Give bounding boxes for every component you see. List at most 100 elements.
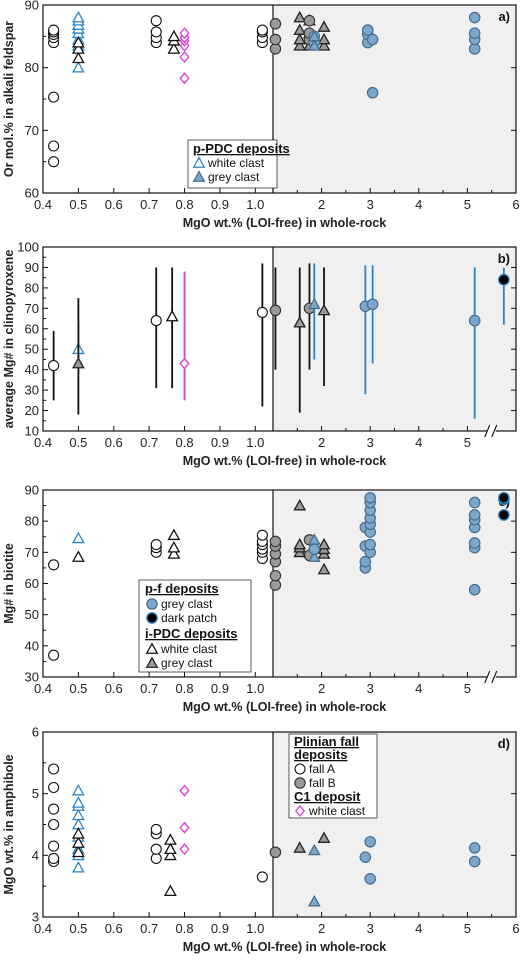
x-tick-label: 0.8 (175, 435, 193, 450)
triangle-marker (307, 550, 321, 562)
y-tick-label: 80 (25, 514, 39, 529)
triangle-marker (293, 537, 307, 550)
triangle-marker (71, 531, 85, 544)
panel-label: a) (498, 9, 510, 24)
y-tick-label: 80 (25, 60, 39, 75)
triangle-marker (293, 23, 307, 35)
y-tick-label: 70 (25, 301, 39, 316)
diamond-marker (179, 784, 190, 797)
circle-marker (48, 803, 60, 815)
triangle-marker (293, 39, 307, 51)
triangle-marker (192, 170, 206, 182)
x-tick-label: 4 (415, 681, 422, 696)
y-tick-label: 30 (25, 670, 39, 685)
diamond-marker (179, 843, 190, 856)
triangle-marker (317, 562, 331, 575)
circle-marker (364, 835, 376, 848)
diamond-marker (179, 357, 190, 370)
data-points (48, 10, 481, 168)
diamond-marker (294, 804, 306, 818)
circle-marker (48, 781, 60, 794)
x-axis-label: MgO wt.% (LOI-free) in whole-rock (183, 454, 387, 468)
x-tick-label: 3 (367, 197, 374, 212)
circle-marker (269, 846, 282, 858)
triangle-marker (307, 843, 321, 856)
circle-marker (468, 855, 481, 868)
triangle-marker (71, 51, 85, 64)
x-tick-label: 2 (318, 921, 325, 936)
triangle-marker (71, 356, 85, 369)
triangle-marker (167, 528, 181, 541)
x-tick-label: 0.7 (140, 197, 158, 212)
x-tick-label: 0.5 (69, 435, 87, 450)
y-tick-label: 40 (25, 362, 39, 377)
triangle-marker (167, 547, 181, 559)
circle-marker (468, 11, 481, 24)
circle-marker (150, 15, 162, 27)
diamond-marker (179, 72, 190, 85)
x-tick-label: 0.6 (105, 681, 123, 696)
x-tick-label: 0.4 (34, 921, 52, 936)
circle-marker (366, 298, 379, 311)
legend-title: p-f deposits (145, 581, 219, 596)
legend-title: deposits (294, 747, 347, 762)
data-points (48, 263, 510, 419)
x-tick-label: 6 (512, 197, 519, 212)
y-tick-label: 50 (25, 607, 39, 622)
x-tick-label: 0.5 (69, 681, 87, 696)
legend-entry: fall A (309, 762, 335, 776)
circle-marker (269, 304, 282, 317)
triangle-marker (71, 35, 85, 48)
triangle-marker (145, 642, 159, 654)
circle-marker (48, 140, 60, 152)
circle-marker (359, 851, 372, 863)
legend-title: i-PDC deposits (145, 626, 237, 641)
triangle-marker (317, 537, 331, 550)
axis-break-mark (491, 424, 498, 438)
diamond-marker (179, 821, 190, 834)
legend-title: C1 deposit (294, 789, 361, 804)
y-tick-label: 30 (25, 383, 39, 398)
triangle-marker (71, 61, 85, 73)
circle-marker (364, 491, 376, 504)
legend-entry: grey clast (161, 597, 213, 611)
triangle-marker (317, 831, 331, 843)
triangle-marker (167, 541, 181, 553)
data-points (48, 763, 481, 907)
x-axis-label: MgO wt.% (LOI-free) in whole-rock (183, 700, 387, 714)
circle-marker (269, 33, 282, 46)
x-tick-label: 2 (318, 681, 325, 696)
circle-marker (48, 360, 60, 372)
circle-marker (364, 872, 376, 885)
circle-marker (48, 559, 60, 571)
x-tick-label: 1.0 (246, 921, 264, 936)
triangle-marker (145, 656, 159, 668)
y-axis-label: MgO wt.% in amphibole (2, 754, 16, 894)
circle-marker (308, 543, 321, 556)
chart-panel-1: 60 70 80 90 0.4 0.5 0.6 0.7 0.8 0.9 1.0 2 3 4 5 6 MgO wt… (2, 0, 520, 230)
x-tick-label: 0.7 (140, 921, 158, 936)
y-axis-label: average Mg# in clinopyroxene (2, 250, 16, 429)
triangle-marker (293, 498, 307, 511)
circle-marker (366, 33, 379, 46)
circle-marker (256, 306, 268, 318)
triangle-marker (293, 10, 307, 23)
x-tick-label: 5 (464, 197, 471, 212)
triangle-marker (71, 836, 85, 848)
panel-label: d) (498, 736, 510, 751)
axis-break-mark (484, 424, 491, 438)
triangle-marker (192, 156, 206, 168)
triangle-marker (307, 297, 321, 310)
x-tick-label: 2 (318, 435, 325, 450)
legend-entry: grey clast (161, 656, 213, 670)
circle-marker (468, 27, 481, 39)
circle-marker (150, 538, 162, 551)
circle-marker (256, 24, 268, 36)
x-tick-label: 1.0 (246, 681, 264, 696)
circle-marker (146, 612, 158, 624)
axis-break-gap (486, 425, 496, 437)
triangle-marker (71, 783, 85, 796)
